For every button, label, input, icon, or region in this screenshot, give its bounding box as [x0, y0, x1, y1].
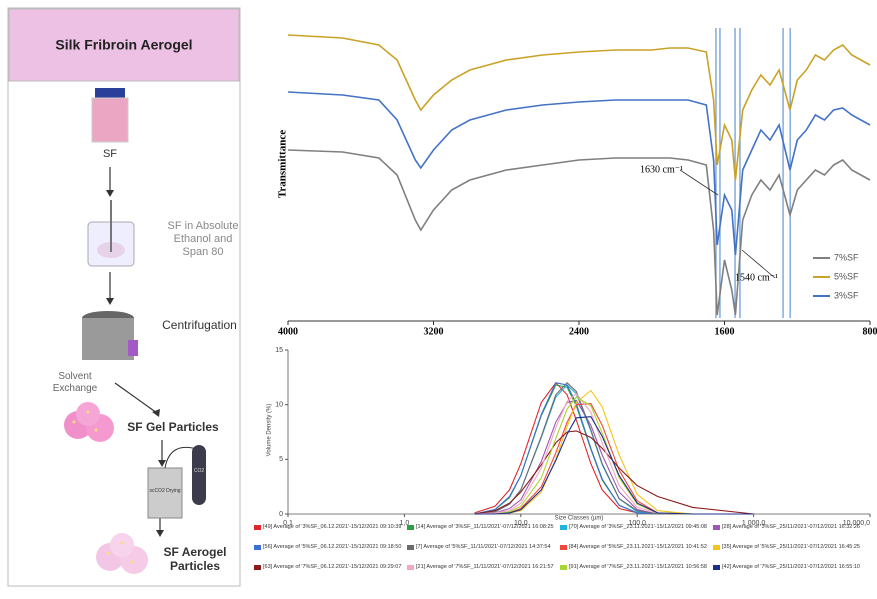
dryer [147, 467, 183, 519]
tube [128, 340, 138, 356]
legend-entry: [56] Average of '5%SF_06.12.2021'-15/12/… [254, 544, 413, 550]
step-label: SF Gel Particles [127, 420, 219, 434]
x-tick-label: 1 000,0 [742, 520, 765, 527]
annotation-arrow [679, 169, 719, 196]
legend-entry: [35] Average of '5%SF_25/11/2021'-07/12/… [713, 544, 872, 550]
x-tick-label: 100,0 [628, 520, 646, 527]
annotation: 1540 cm⁻¹ [735, 272, 778, 283]
y-tick-label: 5 [279, 456, 283, 463]
series-line [474, 416, 754, 515]
legend-label: [91] Average of '7%SF_23.11.2021'-15/12/… [569, 564, 707, 570]
step-label: SF in Absolute Ethanol and Span 80 [167, 220, 239, 259]
arrowheads [106, 190, 166, 537]
legend-swatch [254, 565, 261, 570]
x-axis-title: Size Classes (µm) [555, 516, 604, 522]
x-tick-label: 1,0 [400, 520, 410, 527]
legend-entry: [14] Average of '3%SF_11/11/2021'-07/12/… [407, 524, 566, 530]
legend-entry: [21] Average of '7%SF_11/11/2021'-07/12/… [407, 564, 566, 570]
annotation: 1630 cm⁻¹ [640, 164, 683, 175]
legend-swatch [713, 545, 720, 550]
x-tick-label: 2400 [569, 326, 589, 337]
legend-entry: [42] Average of '7%SF_25/11/2021'-07/12/… [713, 564, 872, 570]
series-line [474, 381, 754, 515]
y-tick-label: 10 [275, 402, 283, 409]
y-axis-title: Volume Density (%) [267, 404, 273, 457]
gel-particles [64, 402, 114, 442]
legend-label: [21] Average of '7%SF_11/11/2021'-07/12/… [416, 564, 554, 570]
legend-label: [7] Average of '5%SF_11/11/2021'-07/12/2… [416, 544, 551, 550]
legend-label: [56] Average of '5%SF_06.12.2021'-15/12/… [263, 544, 402, 550]
y-tick-label: 15 [275, 347, 283, 354]
series-line [287, 149, 871, 316]
step-label: CO2 [193, 468, 205, 474]
legend-swatch [407, 545, 414, 550]
legend-entry: [91] Average of '7%SF_23.11.2021'-15/12/… [560, 564, 719, 570]
legend-label: [70] Average of '3%SF_23.11.2021'-15/12/… [569, 524, 707, 530]
step-label: SF Aerogel Particles [163, 545, 227, 574]
centrifuge [82, 318, 134, 360]
legend-entry: [7] Average of '5%SF_11/11/2021'-07/12/2… [407, 544, 566, 550]
legend-swatch [713, 525, 720, 530]
x-tick-label: 0,1 [283, 520, 293, 527]
legend-label: 5%SF [834, 271, 859, 281]
legend-entry: [49] Average of '3%SF_06.12.2021'-15/12/… [254, 524, 413, 530]
y-axis-title: Transmittance [277, 130, 289, 198]
x-tick-label: 1600 [715, 326, 735, 337]
x-tick-label: 800 [863, 326, 877, 337]
legend-label: [28] Average of '3%SF_25/11/2021'-07/12/… [722, 524, 860, 530]
legend-swatch [560, 525, 567, 530]
legend-label: 7%SF [834, 252, 859, 262]
series-line [474, 382, 754, 515]
legend-label: [42] Average of '7%SF_25/11/2021'-07/12/… [722, 564, 860, 570]
y-tick-label: 0 [279, 511, 283, 518]
legend-swatch [560, 545, 567, 550]
step-label: Solvent Exchange [52, 371, 98, 394]
legend-label: [63] Average of '7%SF_06.12.2021'-15/12/… [263, 564, 402, 570]
flow-title: Silk Fribroin Aerogel [55, 37, 192, 53]
aerogel-particles [96, 533, 148, 574]
step-label: SF [102, 148, 118, 160]
series-line [474, 382, 754, 515]
legend-label: [49] Average of '3%SF_06.12.2021'-15/12/… [263, 524, 402, 530]
legend-swatch [713, 565, 720, 570]
x-tick-label: 10,0 [514, 520, 528, 527]
cylinder [192, 445, 206, 505]
legend-label: [35] Average of '5%SF_25/11/2021'-07/12/… [722, 544, 860, 550]
legend-entry: [70] Average of '3%SF_23.11.2021'-15/12/… [560, 524, 719, 530]
jar [91, 97, 129, 143]
legend-swatch [254, 545, 261, 550]
legend-swatch [407, 565, 414, 570]
legend-entry: [63] Average of '7%SF_06.12.2021'-15/12/… [254, 564, 413, 570]
series-line [287, 91, 871, 256]
legend-swatch [254, 525, 261, 530]
legend-swatch [560, 565, 567, 570]
x-tick-label: 3200 [424, 326, 444, 337]
series-line [474, 392, 754, 515]
series-line [287, 34, 871, 181]
legend-entry: [28] Average of '3%SF_25/11/2021'-07/12/… [713, 524, 872, 530]
annotation-arrow [741, 249, 776, 279]
legend-entry: [84] Average of '5%SF_23.11.2021'-15/12/… [560, 544, 719, 550]
x-tick-label: 4000 [278, 326, 298, 337]
legend-label: [84] Average of '5%SF_23.11.2021'-15/12/… [569, 544, 707, 550]
x-tick-label: 10 000,0 [843, 520, 870, 527]
legend-label: 3%SF [834, 290, 859, 300]
series-line [474, 430, 754, 515]
step-label: Centrifugation [162, 318, 237, 332]
legend-swatch [407, 525, 414, 530]
jar-lid [95, 88, 125, 98]
arrows [109, 167, 163, 532]
step-label: scCO2 Drying [149, 488, 181, 494]
legend-label: [14] Average of '3%SF_11/11/2021'-07/12/… [416, 524, 554, 530]
title-box [8, 8, 240, 82]
